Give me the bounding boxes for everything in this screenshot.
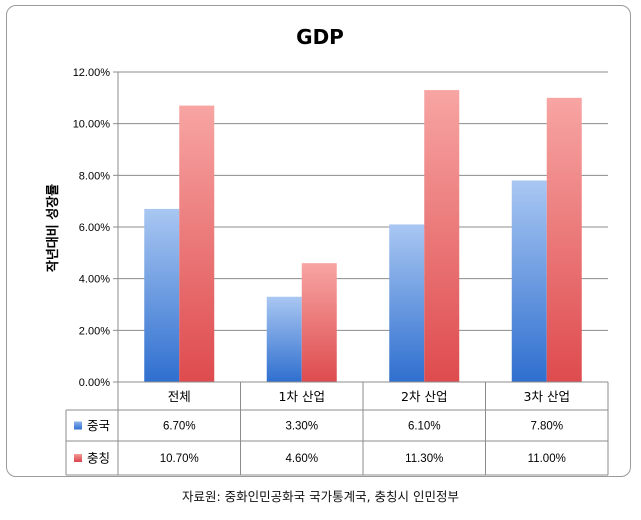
data-label: 11.30% bbox=[405, 453, 443, 465]
bar-china bbox=[144, 208, 180, 382]
data-label: 10.70% bbox=[160, 453, 199, 465]
data-label: 4.60% bbox=[285, 453, 318, 465]
bar-chongqing bbox=[424, 90, 460, 382]
y-tick-label: 6.00% bbox=[79, 222, 110, 234]
series-name: 중국 bbox=[87, 418, 110, 433]
y-tick-label: 8.00% bbox=[79, 170, 110, 182]
legend-swatch-chongqing bbox=[74, 454, 82, 462]
bar-china bbox=[266, 296, 302, 382]
chart-title: GDP bbox=[296, 25, 344, 49]
series-name: 충칭 bbox=[87, 451, 110, 466]
bar-china bbox=[511, 180, 547, 382]
category-label: 전체 bbox=[168, 389, 191, 404]
data-label: 6.10% bbox=[408, 421, 441, 433]
bar-chongqing bbox=[301, 263, 337, 382]
y-axis-label: 작년대비 성장률 bbox=[45, 184, 61, 272]
category-label: 3차 산업 bbox=[524, 389, 570, 404]
source-note: 자료원: 중화인민공화국 국가통계국, 충칭시 인민정부 bbox=[181, 489, 460, 504]
data-label: 6.70% bbox=[163, 421, 196, 433]
y-tick-label: 2.00% bbox=[79, 325, 110, 337]
legend-swatch-china bbox=[74, 421, 82, 430]
y-tick-label: 4.00% bbox=[79, 274, 110, 286]
bar-chongqing bbox=[179, 105, 215, 382]
data-label: 11.00% bbox=[528, 453, 566, 465]
category-label: 2차 산업 bbox=[401, 389, 447, 404]
category-label: 1차 산업 bbox=[279, 389, 325, 404]
data-label: 3.30% bbox=[285, 421, 318, 433]
bars bbox=[144, 90, 582, 382]
y-tick-label: 12.00% bbox=[73, 67, 111, 79]
y-tick-label: 0.00% bbox=[79, 377, 110, 389]
y-tick-label: 10.00% bbox=[73, 119, 111, 131]
bar-chongqing bbox=[546, 97, 582, 382]
data-label: 7.80% bbox=[530, 421, 563, 433]
chart: GDP 작년대비 성장률 0.00% 2.00% 4.00% 6.00% 8.00% 10… bbox=[45, 25, 609, 476]
bar-china bbox=[389, 224, 425, 382]
